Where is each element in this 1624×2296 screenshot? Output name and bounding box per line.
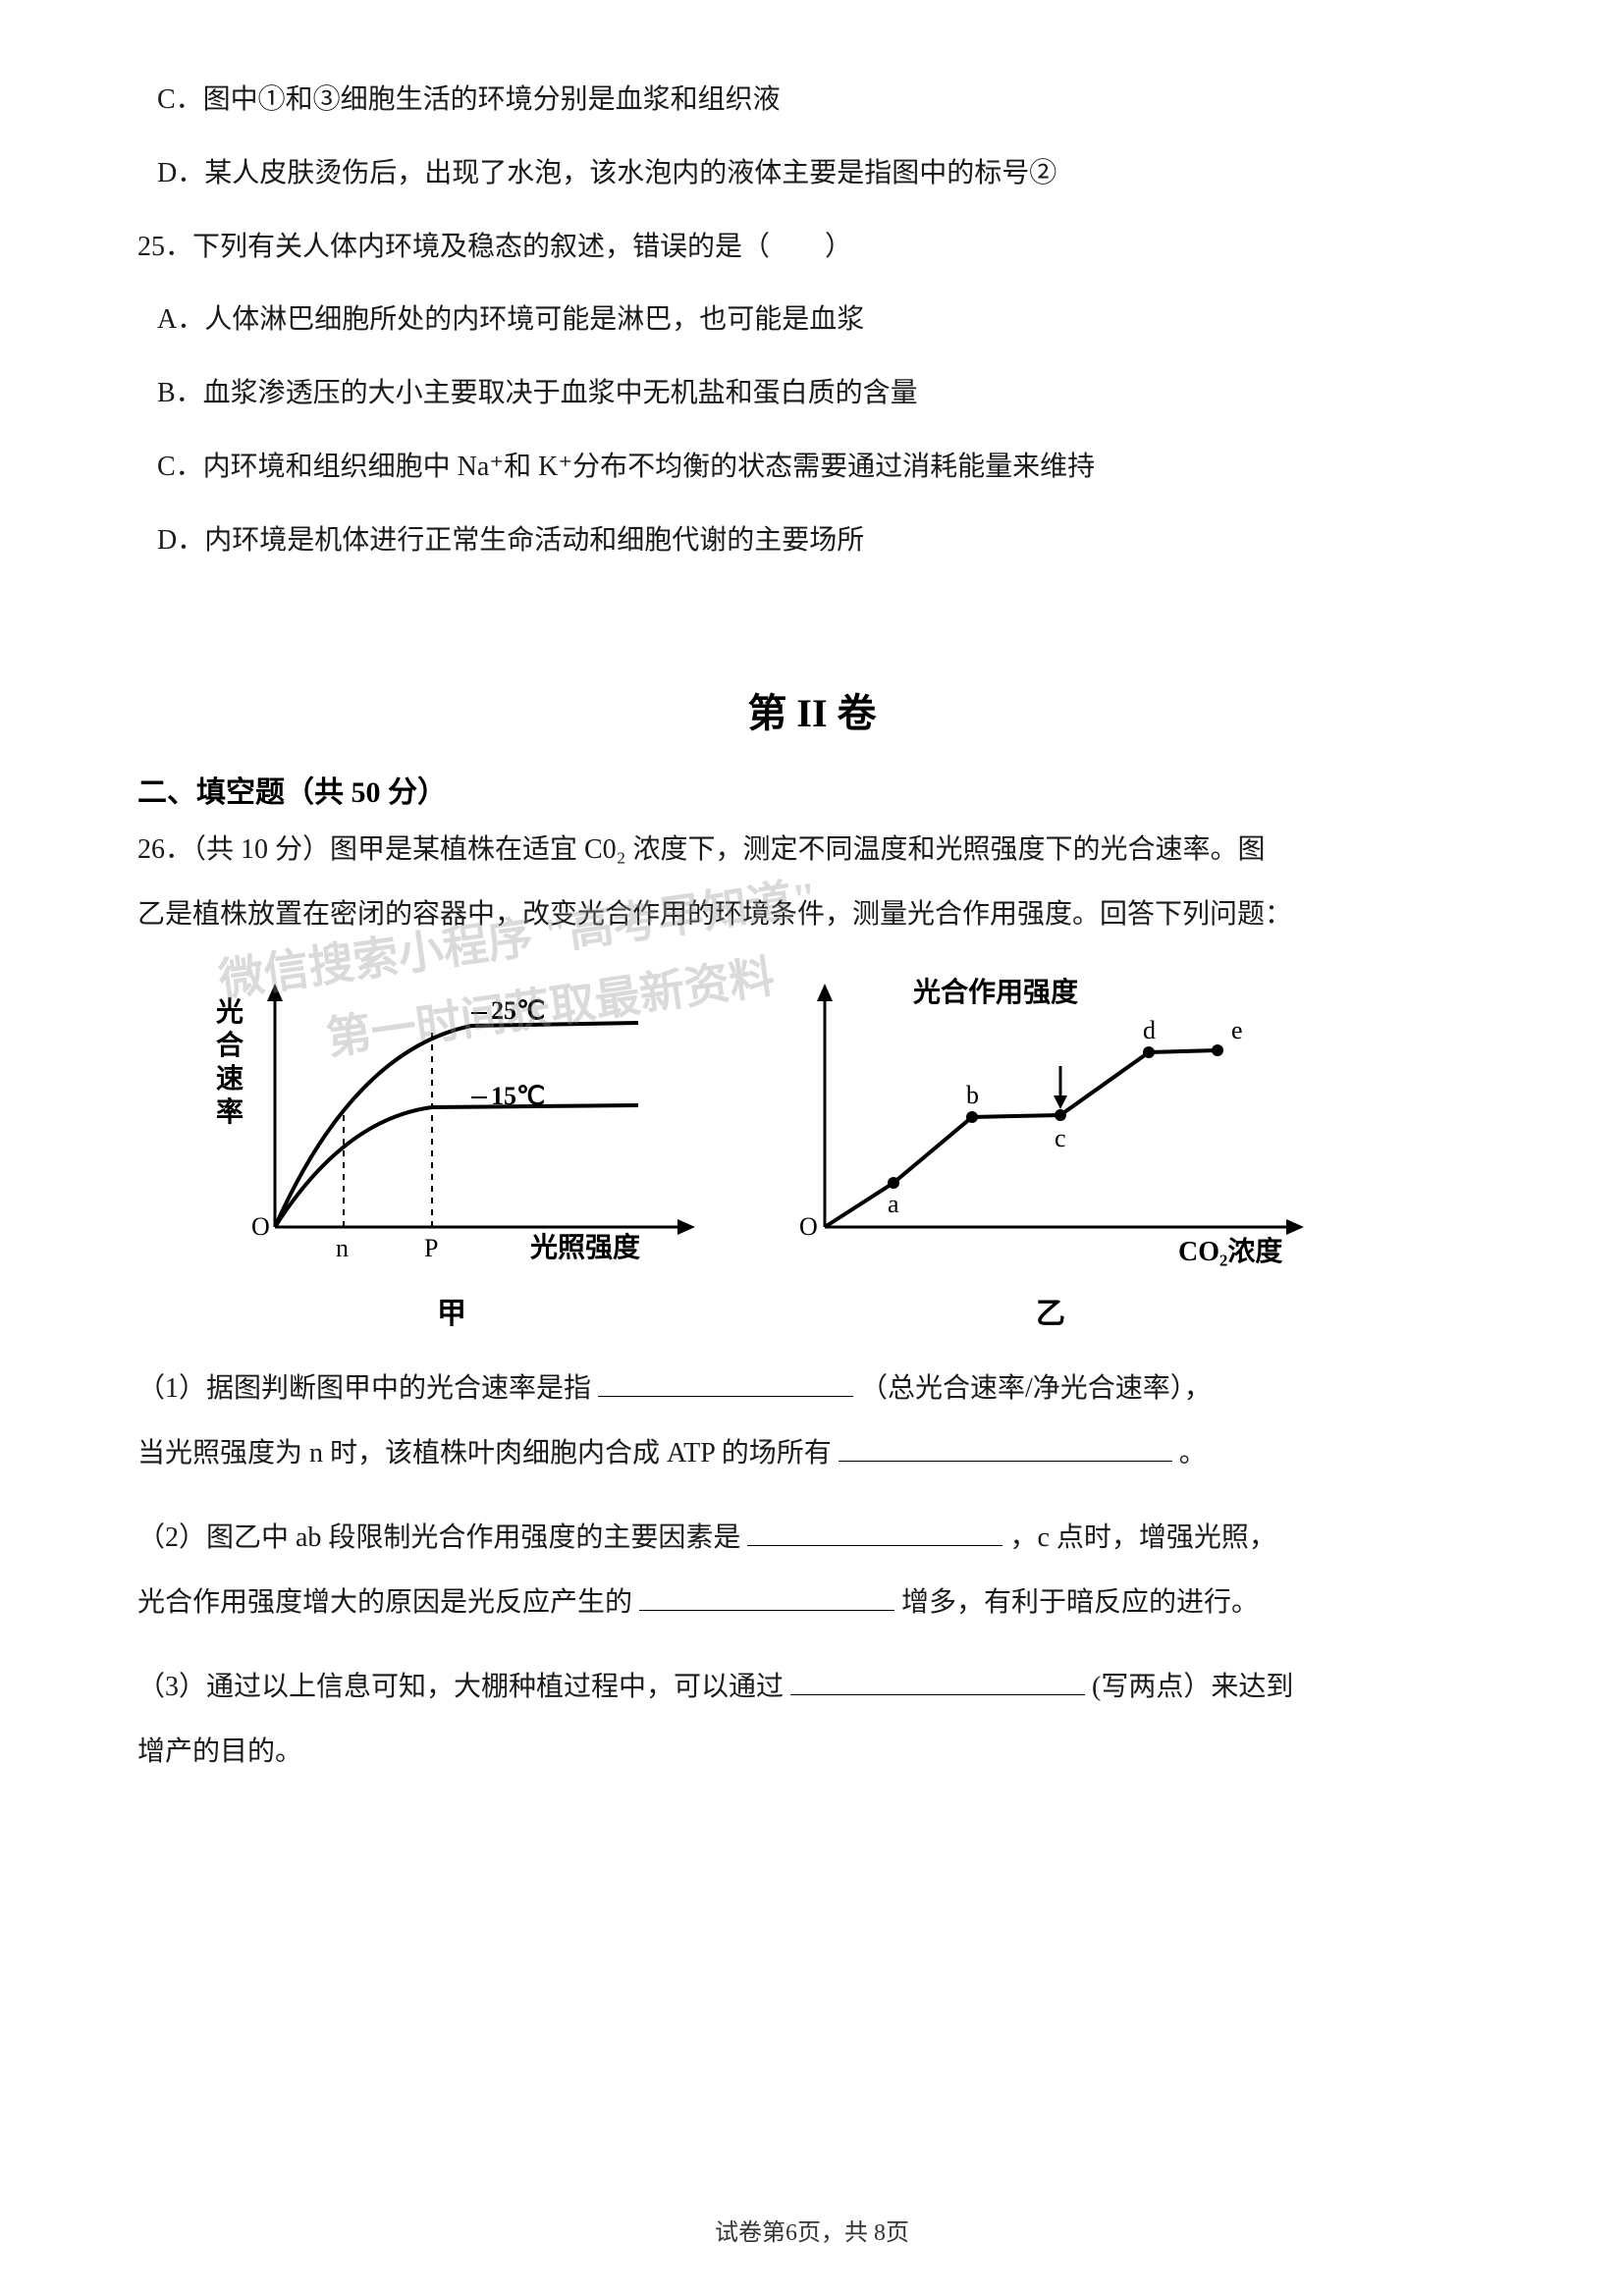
svg-text:光: 光: [215, 996, 244, 1028]
chart-a-caption: 甲: [177, 1289, 727, 1332]
q26-p1c: 当光照强度为 n 时，该植株叶肉细胞内合成 ATP 的场所有: [137, 1438, 832, 1468]
svg-text:CO₂浓度: CO₂浓度: [1178, 1236, 1282, 1267]
q24-opt-d: D．某人皮肤烫伤后，出现了水泡，该水泡内的液体主要是指图中的标号②: [157, 152, 1487, 196]
svg-text:光合作用强度: 光合作用强度: [912, 976, 1078, 1008]
svg-text:速: 速: [216, 1063, 244, 1095]
q26-p3-line2: 增产的目的。: [137, 1725, 1487, 1780]
charts-row: 微信搜索小程序 "高考早知道" 第一时间获取最新资料 光合速率25℃15℃OnP…: [177, 962, 1487, 1332]
q25-stem: 25．下列有关人体内环境及稳态的叙述，错误的是（ ）: [137, 226, 1487, 270]
svg-text:e: e: [1231, 1016, 1243, 1044]
svg-text:a: a: [888, 1190, 899, 1218]
svg-text:率: 率: [216, 1095, 244, 1128]
svg-text:25℃: 25℃: [491, 996, 545, 1025]
svg-text:O: O: [251, 1212, 270, 1241]
q24-opt-c: C．图中①和③细胞生活的环境分别是血浆和组织液: [157, 79, 1487, 123]
chart-a: 光合速率 25℃ 15℃ On P 光照强度 甲: [177, 962, 727, 1332]
blank-5[interactable]: [790, 1668, 1085, 1695]
q26-p2d: 增多，有利于暗反应的进行。: [901, 1587, 1259, 1618]
chart-b: a b c d e O 光合作用强度 CO₂浓度 乙: [766, 962, 1335, 1332]
svg-text:光照强度: 光照强度: [529, 1232, 640, 1263]
q25-opt-b: B．血浆渗透压的大小主要取决于血浆中无机盐和蛋白质的含量: [157, 372, 1487, 416]
svg-text:P: P: [424, 1234, 438, 1262]
blank-3[interactable]: [747, 1519, 1002, 1546]
svg-text:d: d: [1143, 1016, 1156, 1044]
q26-p1-line2: 当光照强度为 n 时，该植株叶肉细胞内合成 ATP 的场所有 。: [137, 1426, 1487, 1481]
page-footer: 试卷第6页，共 8页: [0, 2213, 1624, 2247]
fill-heading: 二、填空题（共 50 分）: [137, 768, 1487, 811]
q26-p3b: (写两点）来达到: [1092, 1672, 1293, 1702]
q25-opt-d: D．内环境是机体进行正常生命活动和细胞代谢的主要场所: [157, 519, 1487, 563]
q26-p3a: （3）通过以上信息可知，大棚种植过程中，可以通过: [137, 1672, 784, 1702]
q25-opt-a: A．人体淋巴细胞所处的内环境可能是淋巴，也可能是血浆: [157, 298, 1487, 343]
svg-text:O: O: [799, 1212, 818, 1241]
q26-p3-line1: （3）通过以上信息可知，大棚种植过程中，可以通过 (写两点）来达到: [137, 1660, 1487, 1715]
svg-text:c: c: [1055, 1124, 1066, 1152]
blank-4[interactable]: [639, 1583, 894, 1611]
q26-p1a: （1）据图判断图甲中的光合速率是指: [137, 1373, 591, 1404]
q26-p2a: （2）图乙中 ab 段限制光合作用强度的主要因素是: [137, 1522, 740, 1553]
q26-p1b: （总光合速率/净光合速率），: [860, 1373, 1212, 1404]
q26-stem-line2: 乙是植株放置在密闭的容器中，改变光合作用的环境条件，测量光合作用强度。回答下列问…: [137, 887, 1487, 942]
q26-p2b: ，c 点时，增强光照，: [1009, 1522, 1275, 1553]
q26-p2-line1: （2）图乙中 ab 段限制光合作用强度的主要因素是 ，c 点时，增强光照，: [137, 1511, 1487, 1566]
blank-2[interactable]: [839, 1434, 1172, 1462]
q26-p2c: 光合作用强度增大的原因是光反应产生的: [137, 1587, 632, 1618]
q26-p2-line2: 光合作用强度增大的原因是光反应产生的 增多，有利于暗反应的进行。: [137, 1575, 1487, 1630]
q26-p1-line1: （1）据图判断图甲中的光合速率是指 （总光合速率/净光合速率），: [137, 1362, 1487, 1416]
svg-text:合: 合: [216, 1029, 244, 1061]
period-1: 。: [1179, 1438, 1207, 1468]
chart-b-caption: 乙: [766, 1289, 1335, 1332]
svg-text:15℃: 15℃: [491, 1082, 545, 1110]
svg-text:b: b: [966, 1081, 979, 1109]
q25-opt-c: C．内环境和组织细胞中 Na⁺和 K⁺分布不均衡的状态需要通过消耗能量来维持: [157, 446, 1487, 490]
section2-title: 第 II 卷: [137, 681, 1487, 738]
chart-b-svg: a b c d e O 光合作用强度 CO₂浓度: [766, 962, 1335, 1276]
svg-text:n: n: [336, 1234, 349, 1262]
blank-1[interactable]: [598, 1369, 853, 1397]
chart-a-svg: 光合速率 25℃ 15℃ On P 光照强度: [177, 962, 727, 1276]
q26-stem-line1: 26．（共 10 分）图甲是某植株在适宜 C0₂ 浓度下，测定不同温度和光照强度…: [137, 823, 1487, 878]
